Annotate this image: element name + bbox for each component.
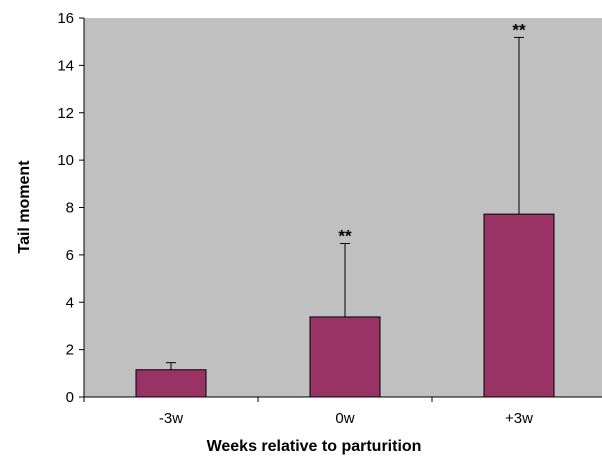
- bar: [309, 316, 381, 398]
- x-axis-ticks: -3w 0w +3w: [83, 397, 533, 427]
- y-tick-label: 8: [66, 200, 74, 217]
- significance-marker: **: [338, 227, 352, 246]
- x-tick-label: -3w: [159, 410, 183, 427]
- y-tick-label: 0: [66, 389, 74, 406]
- x-tick-label: 0w: [335, 410, 354, 427]
- bar: [135, 369, 207, 398]
- x-tick-label: +3w: [505, 410, 533, 427]
- bar: [483, 213, 555, 398]
- y-tick-label: 6: [66, 247, 74, 264]
- y-tick-label: 10: [57, 152, 74, 169]
- y-tick-label: 14: [57, 57, 74, 74]
- y-tick-label: 12: [57, 105, 74, 122]
- y-axis-title: Tail moment: [16, 160, 33, 254]
- error-bars: ** **: [166, 20, 526, 370]
- y-axis-ticks: 0 2 4 6 8 10 12 14 16: [57, 10, 84, 406]
- bars: [135, 213, 555, 398]
- significance-marker: **: [512, 20, 526, 39]
- y-tick-label: 4: [66, 294, 74, 311]
- x-axis-title: Weeks relative to parturition: [207, 438, 422, 455]
- y-tick-label: 16: [57, 10, 74, 27]
- y-tick-label: 2: [66, 342, 74, 359]
